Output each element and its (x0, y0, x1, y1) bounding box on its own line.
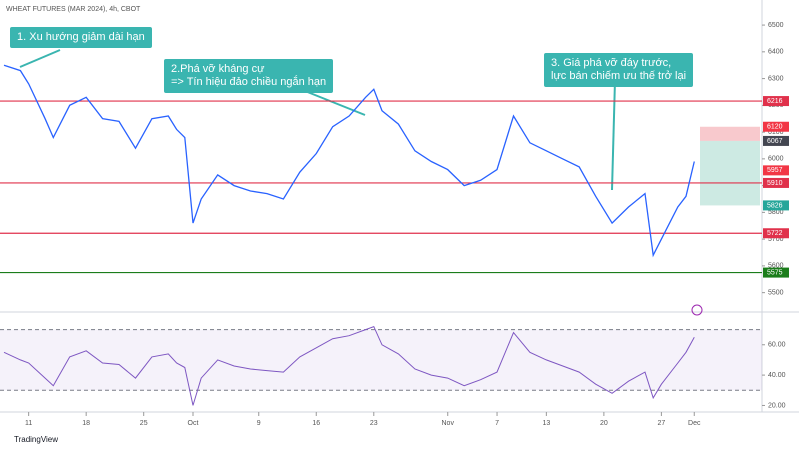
level-tag (763, 96, 789, 107)
chart-title: WHEAT FUTURES (MAR 2024), 4h, CBOT (6, 6, 141, 13)
logo: TradingView (14, 435, 58, 444)
y-tick-label: 60.00 (768, 342, 786, 349)
y-tick-label: 5700 (768, 236, 784, 243)
level-label: 5575 (767, 269, 783, 276)
y-tick-label: 6400 (768, 49, 784, 56)
annotation-line: => Tín hiệu đảo chiều ngắn hạn (171, 76, 327, 88)
annotation-line: 1. Xu hướng giảm dài hạn (17, 31, 145, 43)
x-tick-label: Oct (188, 420, 199, 427)
y-tick-label: 5800 (768, 209, 784, 216)
level-tag (763, 165, 789, 176)
level-tag (763, 135, 789, 146)
annotation-line: lực bán chiếm ưu thế trở lại (551, 70, 687, 82)
arrow (611, 79, 616, 191)
arrow (19, 49, 61, 68)
zone (700, 140, 760, 206)
event-icon (691, 304, 703, 316)
level-tag (763, 267, 789, 278)
x-tick-label: 18 (82, 420, 90, 427)
level-tag (763, 121, 789, 132)
x-tick-label: 16 (312, 420, 320, 427)
level-label: 6120 (767, 124, 783, 131)
rsi-line (3, 325, 695, 406)
rsi-band (0, 329, 762, 391)
price-line (3, 64, 695, 258)
annotation: 3. Giá phá vỡ đáy trước, lực bán chiếm ưu… (544, 53, 694, 87)
level-tag (763, 228, 789, 239)
x-tick-label: 23 (370, 420, 378, 427)
y-tick-label: 6000 (768, 156, 784, 163)
level-label: 6216 (767, 98, 783, 105)
level-label: 5910 (767, 180, 783, 187)
level-tag (763, 200, 789, 211)
x-tick-label: 25 (140, 420, 148, 427)
level-label: 6067 (767, 138, 783, 145)
annotation: 1. Xu hướng giảm dài hạn (10, 27, 152, 48)
x-tick-label: 20 (600, 420, 608, 427)
y-tick-label: 40.00 (768, 372, 786, 379)
y-tick-label: 6300 (768, 75, 784, 82)
y-tick-label: 20.00 (768, 402, 786, 409)
level-tag (763, 177, 789, 188)
y-tick-label: 5500 (768, 289, 784, 296)
level-label: 5722 (767, 230, 783, 237)
x-tick-label: 11 (25, 420, 32, 427)
annotation: 2.Phá vỡ kháng cự => Tín hiệu đảo chiều n… (164, 59, 334, 93)
zone (700, 126, 760, 141)
x-tick-label: 27 (657, 420, 665, 427)
level-label: 5826 (767, 202, 783, 209)
x-tick-label: 9 (257, 420, 261, 427)
y-tick-label: 6500 (768, 22, 784, 29)
x-tick-label: 13 (542, 420, 550, 427)
annotation-line: 3. Giá phá vỡ đáy trước, (551, 57, 672, 69)
x-tick-label: 7 (495, 420, 499, 427)
level-label: 5957 (767, 167, 783, 174)
y-tick-label: 6100 (768, 129, 784, 136)
y-tick-label: 5600 (768, 263, 784, 270)
x-tick-label: Nov (442, 420, 455, 427)
annotation-line: 2.Phá vỡ kháng cự (171, 63, 265, 75)
x-tick-label: Dec (688, 420, 701, 427)
